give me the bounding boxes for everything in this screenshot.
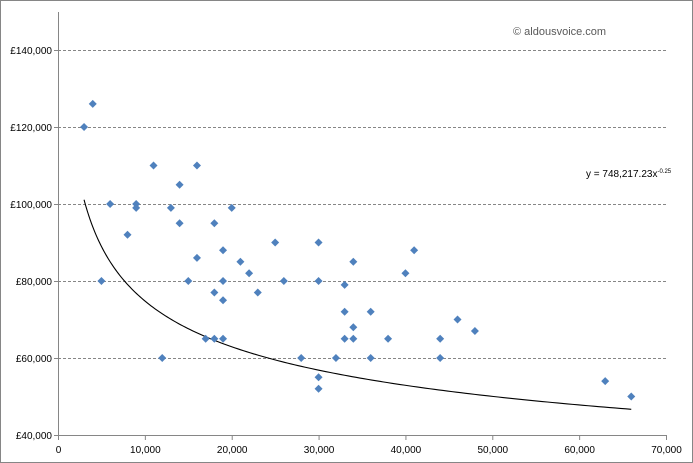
equation-text: y = 748,217.23x	[586, 169, 658, 180]
x-tick-label: 50,000	[477, 445, 508, 456]
data-point-diamond	[314, 384, 323, 393]
data-point-diamond	[210, 219, 219, 228]
x-tick-label: 0	[56, 445, 62, 456]
data-point-diamond	[384, 334, 393, 343]
data-point-diamond	[453, 315, 462, 324]
data-point-diamond	[340, 334, 349, 343]
data-point-diamond	[236, 257, 245, 266]
data-point-diamond	[366, 354, 375, 362]
data-point-diamond	[175, 180, 184, 189]
data-point-diamond	[401, 269, 410, 278]
data-point-diamond	[80, 123, 89, 131]
gridlines	[58, 50, 666, 359]
data-point-diamond	[245, 269, 254, 278]
data-point-diamond	[192, 161, 201, 170]
data-point-diamond	[366, 307, 375, 316]
data-point-diamond	[166, 203, 175, 212]
x-tick-label: 30,000	[304, 445, 335, 456]
data-point-diamond	[184, 277, 193, 285]
data-point-diamond	[314, 373, 323, 382]
y-tick-label: £40,000	[16, 431, 53, 442]
y-tick-label: £100,000	[10, 200, 52, 211]
data-point-diamond	[410, 246, 419, 255]
data-point-diamond	[219, 334, 228, 343]
data-point-diamond	[253, 288, 262, 297]
x-tick-label: 10,000	[130, 445, 161, 456]
data-point-diamond	[436, 334, 445, 343]
axes	[54, 12, 667, 440]
data-point-diamond	[158, 354, 167, 362]
data-point-diamond	[201, 334, 210, 343]
data-point-diamond	[210, 288, 219, 297]
data-point-diamond	[227, 203, 236, 212]
data-point-diamond	[331, 354, 340, 362]
y-tick-label: £80,000	[16, 277, 53, 288]
data-point-diamond	[627, 392, 636, 401]
x-tick-label: 40,000	[391, 445, 422, 456]
data-point-diamond	[470, 327, 479, 336]
data-point-diamond	[340, 307, 349, 316]
y-axis-tick-labels: £40,000 £60,000 £80,000 £100,000 £120,000 £14…	[10, 46, 52, 442]
x-tick-label: 20,000	[217, 445, 248, 456]
equation-exponent: -0.25	[657, 169, 672, 175]
data-point-diamond	[219, 296, 228, 305]
data-point-diamond	[192, 253, 201, 262]
data-point-diamond	[132, 203, 141, 212]
x-axis-tick-labels: 0 10,000 20,000 30,000 40,000 50,000 60,000 70,…	[56, 445, 683, 456]
watermark: © aldousvoice.com	[513, 26, 607, 38]
data-point-diamond	[349, 323, 358, 332]
data-point-diamond	[210, 334, 219, 343]
trendline-equation: y = 748,217.23x-0.25	[586, 169, 671, 180]
data-point-diamond	[601, 377, 610, 386]
data-point-diamond	[349, 257, 358, 266]
data-point-diamond	[314, 238, 323, 247]
data-point-diamond	[271, 238, 280, 247]
data-point-diamond	[88, 99, 97, 108]
data-point-diamond	[349, 334, 358, 343]
data-point-diamond	[219, 246, 228, 255]
y-tick-label: £120,000	[10, 123, 52, 134]
data-point-diamond	[219, 277, 228, 285]
data-point-diamond	[175, 219, 184, 228]
data-point-diamond	[149, 161, 158, 170]
data-point-diamond	[106, 200, 115, 208]
y-tick-label: £140,000	[10, 46, 52, 57]
x-tick-label: 60,000	[564, 445, 595, 456]
data-point-diamond	[123, 230, 132, 239]
data-point-diamond	[314, 277, 323, 285]
x-tick-label: 70,000	[651, 445, 682, 456]
data-point-diamond	[279, 277, 288, 285]
y-tick-label: £60,000	[16, 354, 53, 365]
power-trendline	[83, 199, 632, 410]
data-point-diamond	[97, 277, 106, 285]
data-point-diamond	[297, 354, 306, 362]
data-points	[80, 99, 636, 401]
data-point-diamond	[340, 280, 349, 289]
data-point-diamond	[436, 354, 445, 362]
